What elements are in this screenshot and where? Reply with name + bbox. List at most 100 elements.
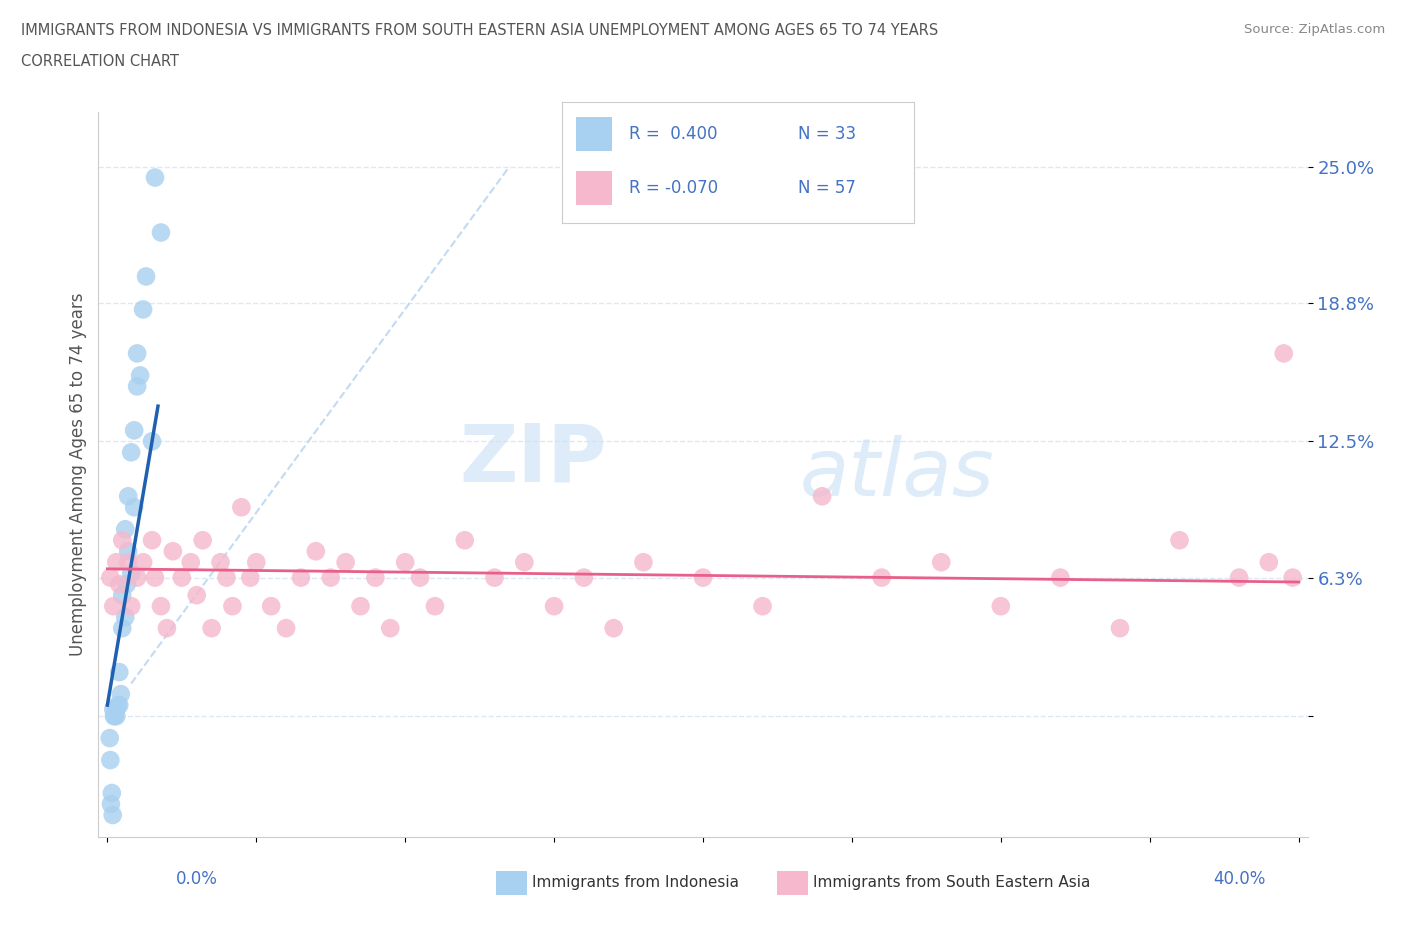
Point	[143, 170, 166, 185]
Point	[141, 434, 163, 449]
Point	[135, 269, 157, 284]
Point	[319, 570, 342, 585]
Point	[1227, 570, 1250, 585]
Point	[633, 555, 655, 570]
Point	[117, 489, 139, 504]
Point	[141, 533, 163, 548]
Point	[162, 544, 184, 559]
Point	[409, 570, 432, 585]
Point	[215, 570, 238, 585]
Text: IMMIGRANTS FROM INDONESIA VS IMMIGRANTS FROM SOUTH EASTERN ASIA UNEMPLOYMENT AMO: IMMIGRANTS FROM INDONESIA VS IMMIGRANTS …	[21, 23, 938, 38]
Point	[105, 709, 128, 724]
Point	[132, 555, 155, 570]
Point	[149, 225, 172, 240]
Point	[274, 620, 297, 635]
Point	[209, 555, 232, 570]
Point	[186, 588, 208, 603]
Point	[811, 489, 834, 504]
Point	[120, 599, 142, 614]
Point	[120, 445, 142, 459]
Point	[101, 786, 124, 801]
Text: Immigrants from Indonesia: Immigrants from Indonesia	[531, 875, 740, 890]
Point	[103, 709, 125, 724]
Point	[929, 555, 952, 570]
Point	[335, 555, 357, 570]
Point	[602, 620, 624, 635]
FancyBboxPatch shape	[576, 117, 612, 151]
Point	[1257, 555, 1279, 570]
Text: 0.0%: 0.0%	[176, 870, 218, 888]
Point	[454, 533, 477, 548]
Point	[349, 599, 371, 614]
Point	[114, 522, 136, 537]
Point	[231, 499, 253, 514]
Point	[120, 565, 142, 580]
FancyBboxPatch shape	[576, 171, 612, 206]
Point	[143, 570, 166, 585]
Point	[1281, 570, 1303, 585]
Point	[101, 807, 124, 822]
Point	[117, 555, 139, 570]
Point	[111, 620, 134, 635]
Point	[1168, 533, 1191, 548]
Point	[245, 555, 267, 570]
Point	[108, 698, 131, 712]
Text: CORRELATION CHART: CORRELATION CHART	[21, 54, 179, 69]
Point	[98, 570, 121, 585]
Point	[200, 620, 222, 635]
Point	[305, 544, 328, 559]
Point	[364, 570, 387, 585]
Point	[870, 570, 893, 585]
Point	[122, 423, 145, 438]
Point	[1109, 620, 1132, 635]
Point	[132, 302, 155, 317]
Point	[115, 577, 138, 591]
Point	[170, 570, 193, 585]
Text: atlas: atlas	[800, 435, 994, 513]
Point	[117, 544, 139, 559]
Point	[98, 752, 121, 767]
Point	[484, 570, 506, 585]
Point	[239, 570, 262, 585]
Point	[111, 588, 134, 603]
Point	[108, 665, 131, 680]
Point	[127, 570, 149, 585]
Point	[105, 555, 128, 570]
Point	[110, 686, 132, 701]
Point	[380, 620, 402, 635]
Point	[191, 533, 214, 548]
Point	[103, 599, 125, 614]
Point	[221, 599, 243, 614]
Point	[260, 599, 283, 614]
Point	[290, 570, 312, 585]
Point	[100, 797, 122, 812]
Text: Immigrants from South Eastern Asia: Immigrants from South Eastern Asia	[813, 875, 1091, 890]
Point	[149, 599, 172, 614]
Point	[543, 599, 565, 614]
Point	[122, 499, 145, 514]
Point	[105, 702, 128, 717]
Point	[180, 555, 202, 570]
Point	[423, 599, 446, 614]
Point	[98, 731, 121, 746]
Point	[156, 620, 179, 635]
Point	[127, 346, 149, 361]
Text: N = 57: N = 57	[799, 179, 856, 197]
Point	[990, 599, 1012, 614]
Point	[111, 533, 134, 548]
Point	[127, 379, 149, 393]
Text: Source: ZipAtlas.com: Source: ZipAtlas.com	[1244, 23, 1385, 36]
Point	[692, 570, 714, 585]
Text: N = 33: N = 33	[799, 125, 856, 142]
Text: ZIP: ZIP	[458, 420, 606, 498]
Text: R =  0.400: R = 0.400	[630, 125, 717, 142]
Text: R = -0.070: R = -0.070	[630, 179, 718, 197]
Point	[104, 709, 127, 724]
Point	[108, 577, 131, 591]
Point	[129, 368, 152, 383]
Text: 40.0%: 40.0%	[1213, 870, 1265, 888]
Point	[103, 702, 125, 717]
Point	[114, 610, 136, 625]
Point	[751, 599, 773, 614]
Point	[572, 570, 595, 585]
